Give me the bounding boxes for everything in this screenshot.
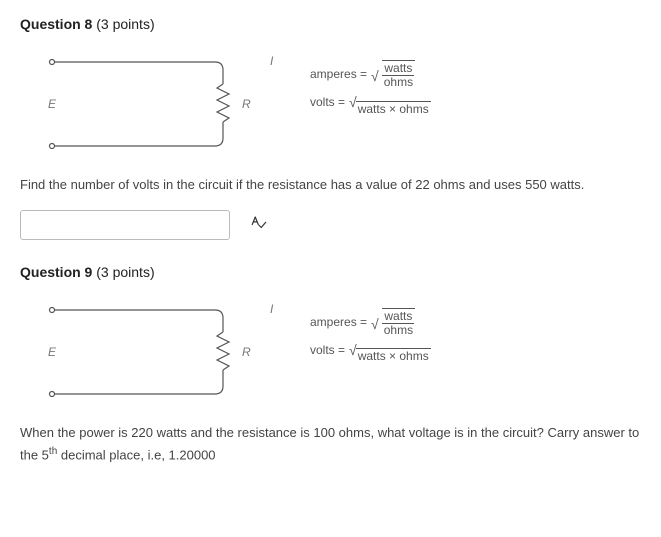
amperes-radical-q9: √ watts ohms [371, 308, 415, 337]
volts-radicand-q9: watts × ohms [356, 348, 431, 363]
question-8-figure-row: E R I amperes = √ watts ohms volts = [20, 42, 641, 165]
question-9-prompt: When the power is 220 watts and the resi… [20, 423, 641, 466]
question-9: Question 9 (3 points) E R I [20, 264, 641, 466]
label-E-q8: E [48, 97, 57, 111]
volts-label-q8: volts = [310, 91, 345, 114]
amperes-fraction-q9: watts ohms [382, 308, 415, 337]
amperes-radical-q8: √ watts ohms [371, 60, 415, 89]
amperes-label-q9: amperes = [310, 311, 367, 334]
circuit-diagram-q9: E R I [20, 290, 280, 413]
amperes-fraction-q8: watts ohms [382, 60, 415, 89]
question-8-title: Question 8 [20, 16, 92, 32]
volts-label-q9: volts = [310, 339, 345, 362]
radical-icon: √ [371, 311, 379, 338]
volts-radicand-q8: watts × ohms [356, 101, 431, 116]
circuit-svg-q9: E R I [20, 290, 280, 410]
question-8-answer-input[interactable] [20, 210, 230, 240]
formulas-q9: amperes = √ watts ohms volts = √ watts ×… [310, 290, 431, 364]
question-9-title: Question 9 [20, 264, 92, 280]
formula-volts-q9: volts = √ watts × ohms [310, 337, 431, 364]
formula-amperes-q9: amperes = √ watts ohms [310, 308, 431, 337]
volts-radical-q8: √ watts × ohms [349, 89, 431, 116]
volts-radical-q9: √ watts × ohms [349, 337, 431, 364]
circuit-svg-q8: E R I [20, 42, 280, 162]
amperes-den-q9: ohms [382, 324, 415, 337]
formulas-q8: amperes = √ watts ohms volts = √ watts ×… [310, 42, 431, 116]
formula-amperes-q8: amperes = √ watts ohms [310, 60, 431, 89]
question-9-prompt-sup: th [49, 446, 57, 457]
question-8: Question 8 (3 points) E R [20, 16, 641, 240]
question-9-header: Question 9 (3 points) [20, 264, 641, 280]
question-8-prompt: Find the number of volts in the circuit … [20, 175, 641, 196]
label-R-q8: R [242, 97, 251, 111]
question-8-answer-row [20, 210, 641, 240]
label-I-q8: I [270, 54, 274, 68]
spellcheck-icon[interactable] [250, 214, 268, 235]
question-9-figure-row: E R I amperes = √ watts ohms volts = [20, 290, 641, 413]
amperes-label-q8: amperes = [310, 63, 367, 86]
question-8-header: Question 8 (3 points) [20, 16, 641, 32]
question-8-points: (3 points) [96, 16, 154, 32]
circuit-diagram-q8: E R I [20, 42, 280, 165]
label-E-q9: E [48, 345, 57, 359]
label-I-q9: I [270, 302, 274, 316]
question-9-points: (3 points) [96, 264, 154, 280]
question-9-prompt-post: decimal place, i.e, 1.20000 [57, 447, 215, 462]
formula-volts-q8: volts = √ watts × ohms [310, 89, 431, 116]
radical-icon: √ [371, 63, 379, 90]
label-R-q9: R [242, 345, 251, 359]
amperes-num-q8: watts [382, 62, 414, 76]
amperes-num-q9: watts [382, 310, 414, 324]
amperes-den-q8: ohms [382, 76, 415, 89]
